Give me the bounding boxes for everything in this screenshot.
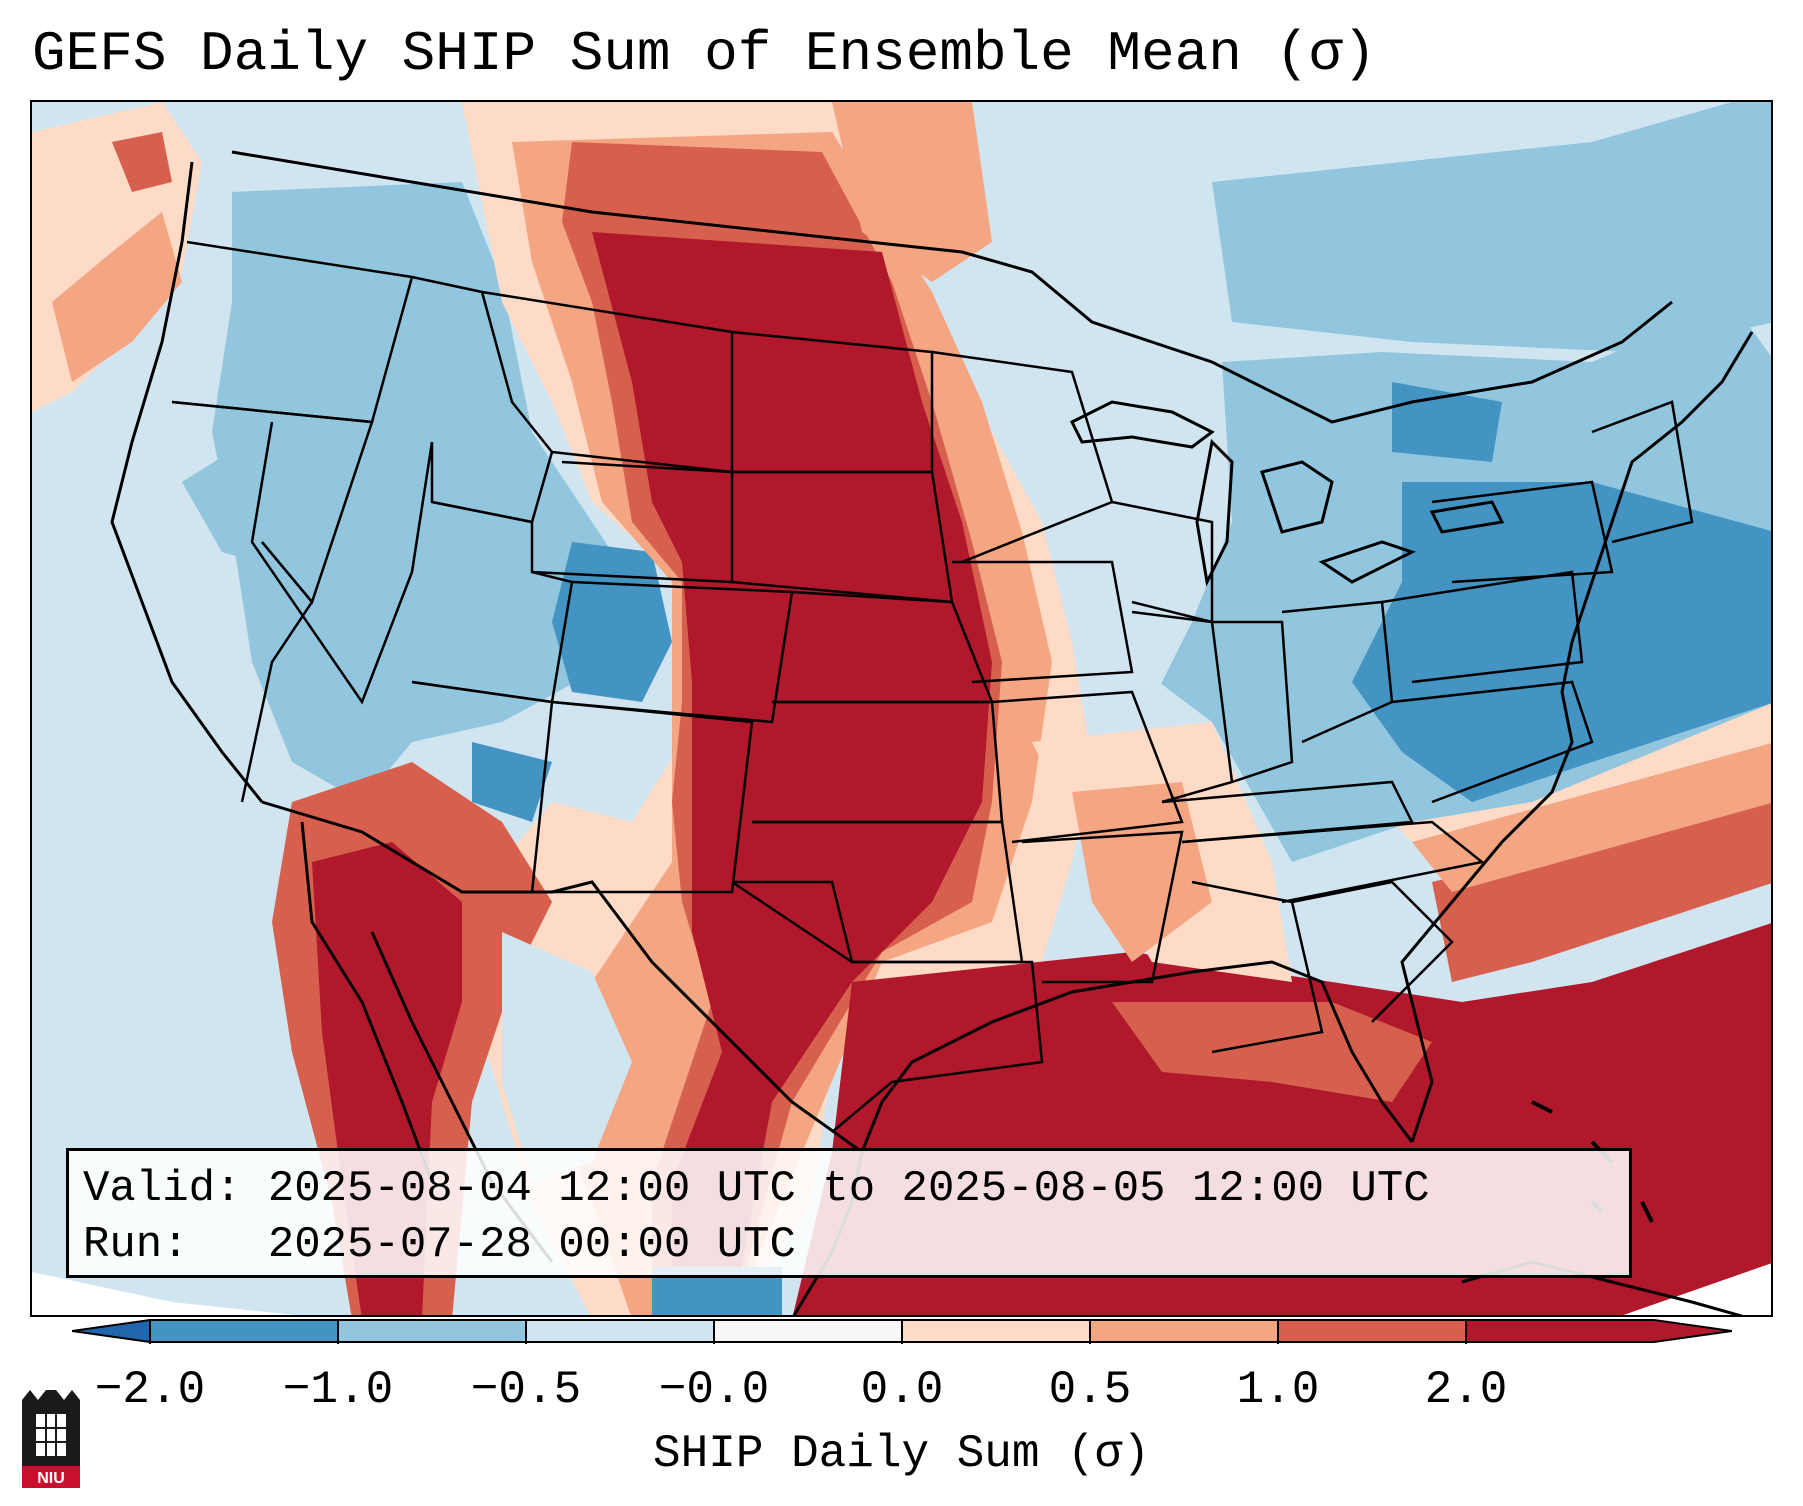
run-value: 2025-07-28 00:00 UTC [267,1220,796,1270]
field-cal-mid-blue [182,432,352,572]
border-virginia [1391,680,1594,804]
field-colorado-dark-blue [552,542,672,702]
field-mexico-light-blue [502,932,632,1182]
lake-ontario [1429,500,1505,534]
colorbar-segment [1466,1320,1655,1342]
run-row: Run: 2025-07-28 00:00 UTC [83,1217,1615,1273]
coastline-gulf [860,960,1414,1153]
border-texas [731,880,1044,1133]
state-borders [171,240,1694,1133]
border-minnesota [931,350,1114,564]
border-illinois [1131,610,1234,804]
coastline-west [110,161,264,803]
colorbar-label: SHIP Daily Sum (σ) [653,1428,1150,1480]
lake-michigan [1195,438,1234,587]
colorbar-tick-marks [72,1319,1732,1344]
colorbar-tick-label: 2.0 [1424,1364,1508,1416]
colorbar-segment [526,1320,715,1342]
field-atlantic-red [1432,802,1771,982]
border-us-mexico [261,800,863,1154]
lake-erie [1318,540,1416,584]
colorbar-segment [902,1320,1091,1342]
logo-window [36,1414,66,1456]
field-nw-ocean-mid-red [52,212,182,382]
border-alabama-mississippi [1191,880,1324,1054]
map-outside-domain [32,1272,295,1315]
colorbar-tick-label: 1.0 [1236,1364,1320,1416]
coastline-baja [300,821,434,1183]
valid-run-info-box: Valid: 2025-08-04 12:00 UTC to 2025-08-0… [66,1148,1632,1278]
colorbar-segment [150,1320,339,1342]
field-midwest-light-blue [1072,362,1232,722]
colorbar-segment [1278,1320,1467,1342]
field-canada-mid-blue [1212,102,1771,352]
border-georgia [1291,880,1454,1023]
colorbar-segment [1090,1320,1279,1342]
border-south-dakota [731,470,954,604]
valid-row: Valid: 2025-08-04 12:00 UTC to 2025-08-0… [83,1161,1615,1217]
field-southeast-mid-red [1072,782,1212,962]
field-east-dark-blue [1352,482,1771,802]
colorbar-tick-label: −1.0 [282,1364,394,1416]
border-iowa [952,560,1134,684]
border-nevada [250,421,434,705]
colorbar-tick-label: −2.0 [94,1364,206,1416]
colorbar-tick-label: 0.0 [860,1364,944,1416]
border-arkansas-louisiana [1021,830,1184,984]
border-wyoming [531,450,734,584]
colorbar-segments [150,1320,1655,1342]
border-wisconsin [1111,500,1214,624]
border-pennsylvania [1381,570,1584,684]
field-plains-dark-red [592,232,992,1315]
field-az-dark-blue [472,742,552,822]
field-gulf-red [1112,1002,1432,1102]
niu-logo: NIU [22,1390,80,1488]
lake-superior [1069,400,1215,449]
colorbar-tick-label: 0.5 [1048,1364,1132,1416]
colorbar-extend-low [72,1320,150,1342]
border-california-nevada [240,541,314,803]
logo-battlements [22,1390,80,1400]
run-label: Run: [83,1220,189,1270]
lake-huron [1260,460,1334,534]
border-montana [481,290,734,474]
map-outside-domain-right [1623,1263,1771,1315]
border-new-york [1431,480,1614,584]
chart-title: GEFS Daily SHIP Sum of Ensemble Mean (σ) [32,22,1377,86]
colorbar-segment [714,1320,903,1342]
valid-value: 2025-08-04 12:00 UTC to 2025-08-05 12:00… [267,1164,1430,1214]
field-atlantic-mid-red [1412,743,1771,892]
field-west-mid-blue [212,182,632,802]
border-us-canada [231,150,1673,424]
border-tennessee-carolinas [1181,820,1485,904]
field-nw-ocean-red [112,132,172,192]
border-new-england [1591,400,1694,544]
colorbar-tick-label: −0.5 [470,1364,582,1416]
colorbar [72,1319,1732,1344]
colorbar-extend-high [1654,1320,1732,1342]
border-new-mexico [542,700,754,894]
colorbar-tick-label: −0.0 [658,1364,770,1416]
field-north-mid-red [832,102,992,282]
colorbar-segment [338,1320,527,1342]
logo-banner [22,1466,80,1488]
logo-window-grid [36,1414,66,1456]
valid-label: Valid: [83,1164,242,1214]
logo-text: NIU [37,1470,65,1487]
map-panel [30,100,1773,1317]
border-missouri [991,690,1184,844]
coastline-east [1400,331,1754,1143]
border-indiana [1212,620,1294,784]
border-ohio [1281,600,1394,744]
map-canvas [32,102,1771,1315]
